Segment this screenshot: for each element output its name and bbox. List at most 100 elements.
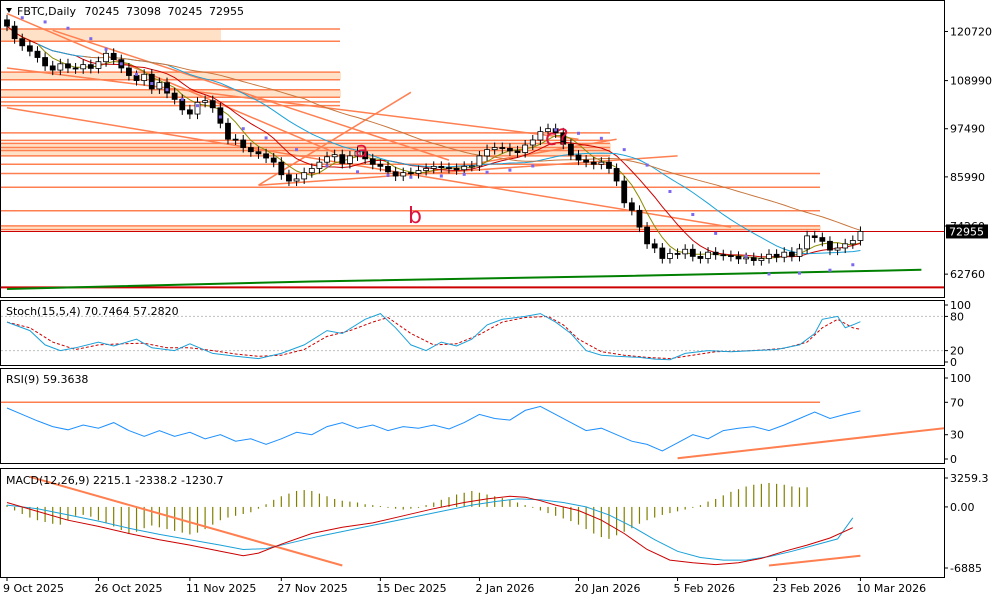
candle-body [270, 157, 277, 163]
candle-body [354, 151, 361, 157]
candle-body [369, 158, 376, 165]
candle-body [232, 138, 239, 141]
candle-body [468, 165, 475, 168]
candle-body [95, 61, 102, 69]
stoch-signal-line [6, 315, 861, 360]
sar-dot [356, 170, 360, 174]
sar-dot [165, 88, 169, 92]
candle-body [849, 240, 856, 245]
macd-axis-label: 0.00 [950, 501, 975, 514]
candle-body [819, 237, 826, 242]
x-axis-label: 15 Dec 2025 [376, 582, 446, 595]
candle-body [171, 92, 178, 100]
candle-body [80, 64, 87, 70]
sar-dot [196, 104, 199, 108]
sar-dot [599, 136, 603, 140]
candle-body [49, 65, 56, 71]
sar-dot [241, 127, 245, 131]
candle-body [331, 154, 338, 158]
zone-0 [1, 29, 221, 42]
candle-body [674, 253, 681, 255]
candle-body [788, 251, 795, 257]
candle-body [583, 159, 590, 163]
candle-body [857, 231, 864, 241]
rsi-axis-label: 30 [950, 429, 964, 442]
candle-body [255, 151, 262, 155]
stoch-axis-label: 80 [950, 310, 964, 323]
candle-body [209, 100, 216, 109]
macd-signal-line [6, 498, 854, 561]
sar-dot [531, 164, 535, 168]
stoch-panel[interactable] [0, 300, 945, 366]
sar-dot [66, 26, 70, 30]
candle-body [430, 165, 437, 169]
sar-dot [409, 175, 413, 179]
candle-body [423, 168, 430, 171]
stoch-main-line [6, 313, 861, 361]
candle-body [225, 122, 231, 140]
macd-trendline-2 [768, 554, 861, 567]
candle-body [103, 52, 109, 63]
sar-dot [462, 172, 466, 176]
sar-dot [135, 72, 139, 76]
candle-body [750, 257, 757, 261]
trend-line-3 [258, 155, 678, 186]
candle-body [796, 248, 803, 257]
candle-body [308, 168, 315, 174]
wave-b-label: b [408, 204, 422, 229]
candle-body [202, 100, 209, 103]
macd-trendline [29, 475, 343, 567]
stoch-axis-label: 100 [950, 299, 971, 312]
rsi-axis-label: 70 [950, 396, 964, 409]
candle-body [362, 151, 369, 160]
candle-body [575, 154, 582, 161]
candle-body [697, 255, 704, 259]
candle-body [415, 170, 422, 174]
candle-body [156, 82, 163, 90]
sar-dot [554, 128, 558, 132]
candle-body [26, 45, 33, 52]
candle-body [636, 209, 643, 228]
candle-body [316, 161, 323, 169]
candle-body [705, 251, 711, 259]
x-axis-label: 11 Nov 2025 [186, 582, 256, 595]
candle-body [606, 161, 612, 169]
candle-body [644, 226, 650, 245]
candle-body [346, 155, 353, 164]
sar-dot [89, 37, 93, 41]
sar-dot [325, 164, 329, 168]
candle-body [179, 98, 186, 111]
svg-text:FBTC,Daily 70245 7: FBTC,Daily 70245 73098 70245 72955 [17, 5, 244, 18]
candle-body [567, 143, 574, 156]
header-high: 73098 [126, 5, 161, 18]
candle-body [804, 235, 810, 250]
header-low: 70245 [167, 5, 202, 18]
macd-axis-label: -6885 [950, 562, 982, 575]
candle-body [689, 248, 696, 257]
candle-body [57, 63, 64, 71]
rsi-trendline [677, 427, 944, 460]
sar-dot [508, 168, 512, 172]
candle-body [392, 171, 399, 177]
macd-panel[interactable] [0, 468, 945, 578]
macd-plot [6, 475, 861, 567]
x-axis-label: 23 Feb 2026 [773, 582, 841, 595]
candle-body [781, 251, 788, 258]
rsi-panel[interactable] [0, 368, 945, 464]
wave-c-label: c? [545, 126, 569, 151]
candle-body [407, 172, 414, 175]
sar-dot [577, 131, 580, 135]
macd-main-line [6, 495, 854, 566]
stoch-label: Stoch(15,5,4) 70.7464 57.2820 [6, 305, 179, 318]
candle-body [766, 253, 772, 259]
x-axis-label: 5 Feb 2026 [674, 582, 735, 595]
rsi-axis-label: 0 [950, 453, 957, 466]
macd-label: MACD(12,26,9) 2215.1 -2338.2 -1230.7 [6, 474, 223, 487]
candle-body [293, 178, 300, 182]
header-symbol: FBTC [17, 5, 45, 18]
candle-body [240, 139, 247, 148]
rsi-axis-label: 100 [950, 372, 971, 385]
dropdown-arrow-icon[interactable] [6, 8, 12, 13]
candle-body [545, 128, 551, 133]
